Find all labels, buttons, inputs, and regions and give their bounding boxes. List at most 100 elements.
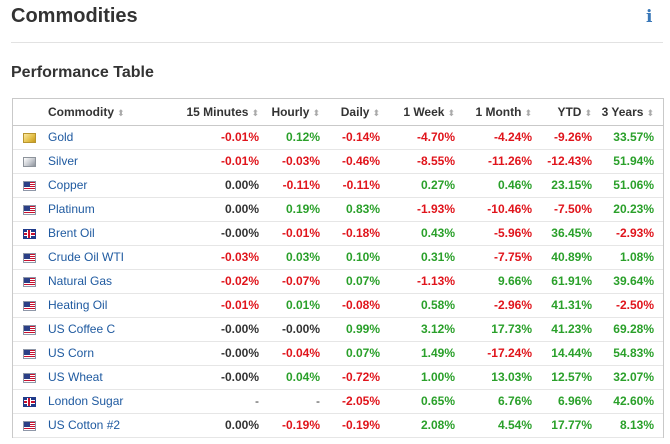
value-cell-3-years: 51.94% [601, 149, 663, 174]
value-cell-ytd: 23.15% [541, 173, 601, 198]
uk-flag-icon [23, 228, 36, 239]
value-cell-ytd: 40.89% [541, 245, 601, 270]
value-cell-15-minutes: -0.01% [163, 293, 268, 318]
table-row[interactable]: Copper 0.00% -0.11% -0.11% 0.27% 0.46% 23.15% 5… [13, 173, 663, 198]
us-flag-icon [23, 324, 36, 335]
value-cell-1-week: -4.70% [389, 125, 464, 150]
value-cell-hourly: 0.12% [268, 125, 329, 150]
value-cell-ytd: -12.43% [541, 149, 601, 174]
value-cell-1-month: 13.03% [464, 365, 541, 390]
commodity-link[interactable]: US Corn [48, 346, 95, 360]
commodity-link[interactable]: Platinum [48, 202, 95, 216]
commodity-link[interactable]: US Wheat [48, 370, 103, 384]
info-icon[interactable]: i [646, 7, 653, 27]
table-row[interactable]: US Coffee C -0.00% -0.00% 0.99% 3.12% 17.73% 4… [13, 317, 663, 342]
sort-arrows-icon[interactable]: ⬍ [524, 107, 532, 118]
value-cell-1-month: -4.24% [464, 125, 541, 150]
sort-arrows-icon[interactable]: ⬍ [372, 107, 380, 118]
commodity-link[interactable]: Silver [48, 154, 79, 168]
value-cell-3-years: 32.07% [601, 365, 663, 390]
value-cell-15-minutes: 0.00% [163, 197, 268, 222]
commodity-link[interactable]: Brent Oil [48, 226, 95, 240]
sort-arrows-icon[interactable]: ⬍ [117, 107, 125, 118]
column-header-15-minutes[interactable]: 15 Minutes ⬍ [163, 99, 268, 126]
table-row[interactable]: Gold -0.01% 0.12% -0.14% -4.70% -4.24% -9.26% 3… [13, 125, 663, 150]
value-cell-1-month: -11.26% [464, 149, 541, 174]
column-header-label: Commodity [48, 104, 114, 119]
commodity-link[interactable]: Crude Oil WTI [48, 250, 125, 264]
sort-arrows-icon[interactable]: ⬍ [251, 107, 259, 118]
value-cell-ytd: 6.96% [541, 389, 601, 414]
commodity-link[interactable]: Gold [48, 130, 74, 144]
sort-arrows-icon[interactable]: ⬍ [447, 107, 455, 118]
table-row[interactable]: London Sugar - - -2.05% 0.65% 6.76% 6.96% 42.60… [13, 389, 663, 414]
commodity-link[interactable]: US Cotton #2 [48, 418, 121, 432]
value-cell-3-years: 33.57% [601, 125, 663, 150]
us-flag-icon [23, 252, 36, 263]
header-flag-spacer [13, 99, 48, 126]
value-cell-daily: 0.10% [329, 245, 389, 270]
value-cell-1-week: 3.12% [389, 317, 464, 342]
column-header-daily[interactable]: Daily ⬍ [329, 99, 389, 126]
value-cell-1-month: 17.73% [464, 317, 541, 342]
value-cell-hourly: -0.03% [268, 149, 329, 174]
value-cell-1-week: 0.31% [389, 245, 464, 270]
performance-table: Commodity ⬍ 15 Minutes ⬍ Hourly ⬍ Daily ⬍ 1 Week… [12, 98, 664, 438]
page-header: Commodities i [0, 0, 670, 43]
value-cell-3-years: 42.60% [601, 389, 663, 414]
column-header-ytd[interactable]: YTD ⬍ [541, 99, 601, 126]
value-cell-15-minutes: 0.00% [163, 413, 268, 438]
value-cell-daily: -0.19% [329, 413, 389, 438]
value-cell-1-month: -17.24% [464, 341, 541, 366]
column-header-1-month[interactable]: 1 Month ⬍ [464, 99, 541, 126]
table-row[interactable]: Platinum 0.00% 0.19% 0.83% -1.93% -10.46% -7.5… [13, 197, 663, 222]
column-header-commodity[interactable]: Commodity ⬍ [48, 99, 163, 126]
sort-arrows-icon[interactable]: ⬍ [646, 107, 654, 118]
table-row[interactable]: US Corn -0.00% -0.04% 0.07% 1.49% -17.24% 14.4… [13, 341, 663, 366]
table-row[interactable]: Silver -0.01% -0.03% -0.46% -8.55% -11.26% -12… [13, 149, 663, 174]
table-row[interactable]: Crude Oil WTI -0.03% 0.03% 0.10% 0.31% -7.75%… [13, 245, 663, 270]
value-cell-1-month: -10.46% [464, 197, 541, 222]
value-cell-hourly: -0.19% [268, 413, 329, 438]
column-header-3-years[interactable]: 3 Years ⬍ [601, 99, 663, 126]
us-flag-icon [23, 372, 36, 383]
commodity-link[interactable]: US Coffee C [48, 322, 116, 336]
value-cell-ytd: -9.26% [541, 125, 601, 150]
value-cell-daily: 0.99% [329, 317, 389, 342]
value-cell-15-minutes: -0.02% [163, 269, 268, 294]
value-cell-hourly: 0.03% [268, 245, 329, 270]
commodity-link[interactable]: Heating Oil [48, 298, 108, 312]
value-cell-15-minutes: 0.00% [163, 173, 268, 198]
value-cell-1-week: 0.65% [389, 389, 464, 414]
us-flag-icon [23, 420, 36, 431]
table-row[interactable]: US Cotton #2 0.00% -0.19% -0.19% 2.08% 4.54% 1… [13, 413, 663, 438]
commodity-link[interactable]: London Sugar [48, 394, 124, 408]
table-row[interactable]: Heating Oil -0.01% 0.01% -0.08% 0.58% -2.96% 4… [13, 293, 663, 318]
page-title: Commodities [11, 5, 138, 27]
commodity-link[interactable]: Copper [48, 178, 88, 192]
value-cell-1-month: -5.96% [464, 221, 541, 246]
column-header-hourly[interactable]: Hourly ⬍ [268, 99, 329, 126]
value-cell-ytd: -7.50% [541, 197, 601, 222]
sort-arrows-icon[interactable]: ⬍ [584, 107, 592, 118]
table-row[interactable]: US Wheat -0.00% 0.04% -0.72% 1.00% 13.03% 12.5… [13, 365, 663, 390]
value-cell-ytd: 61.91% [541, 269, 601, 294]
sort-arrows-icon[interactable]: ⬍ [312, 107, 320, 118]
table-body: Gold -0.01% 0.12% -0.14% -4.70% -4.24% -9.26% 3… [13, 125, 663, 438]
value-cell-1-week: -1.13% [389, 269, 464, 294]
column-header-1-week[interactable]: 1 Week ⬍ [389, 99, 464, 126]
value-cell-1-month: 6.76% [464, 389, 541, 414]
value-cell-hourly: - [268, 389, 329, 414]
value-cell-hourly: -0.07% [268, 269, 329, 294]
value-cell-hourly: 0.01% [268, 293, 329, 318]
column-header-label: YTD [557, 104, 582, 119]
value-cell-15-minutes: -0.00% [163, 317, 268, 342]
value-cell-3-years: 54.83% [601, 341, 663, 366]
value-cell-ytd: 41.31% [541, 293, 601, 318]
value-cell-15-minutes: -0.01% [163, 149, 268, 174]
table-row[interactable]: Natural Gas -0.02% -0.07% 0.07% -1.13% 9.66% 6… [13, 269, 663, 294]
table-row[interactable]: Brent Oil -0.00% -0.01% -0.18% 0.43% -5.96% 36… [13, 221, 663, 246]
column-header-label: 3 Years [601, 104, 644, 119]
value-cell-15-minutes: -0.00% [163, 221, 268, 246]
commodity-link[interactable]: Natural Gas [48, 274, 113, 288]
